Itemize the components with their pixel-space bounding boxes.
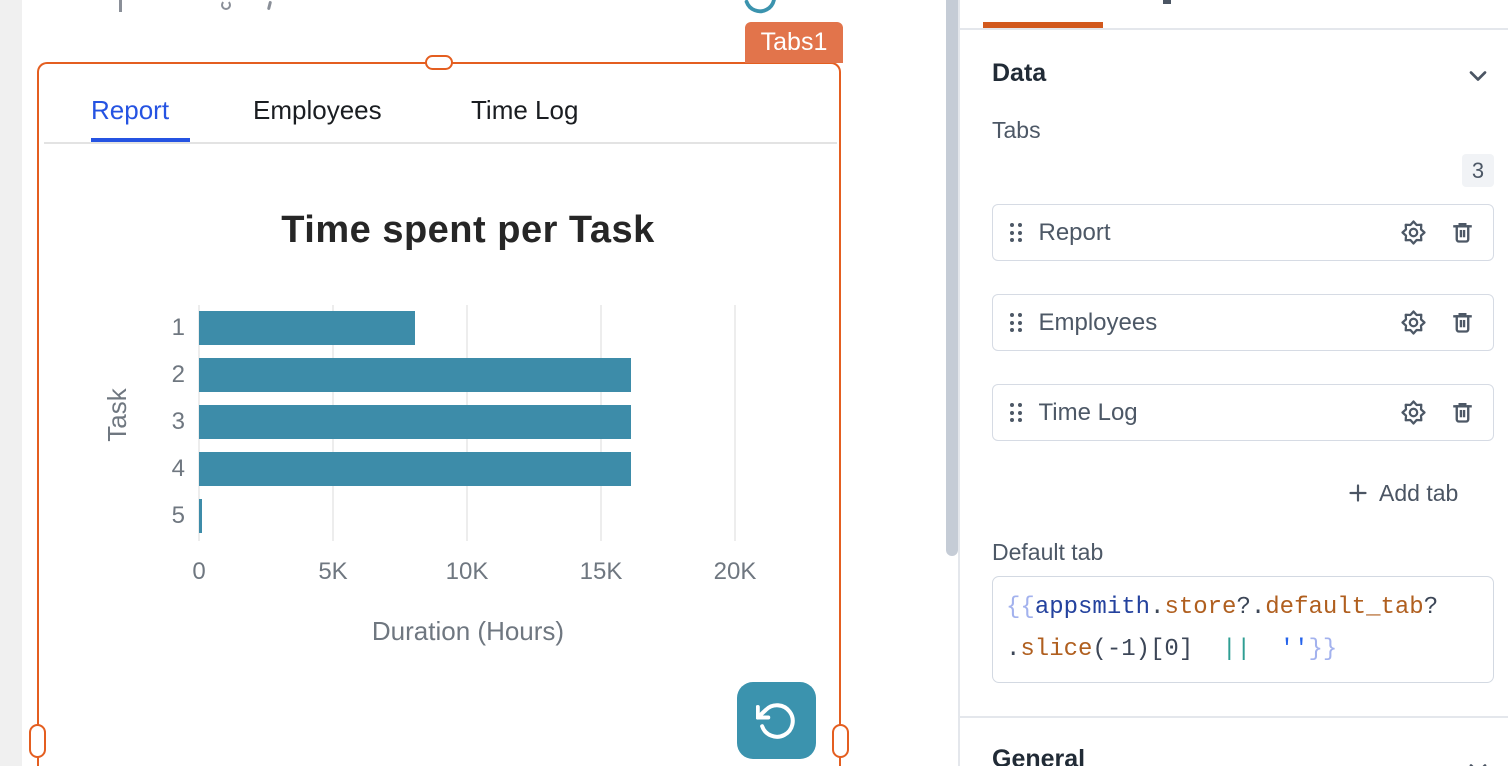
refresh-icon[interactable] [741, 0, 779, 16]
chart-y-tick-label: 2 [171, 361, 185, 388]
pane-left-border [958, 0, 960, 766]
pane-scrollbar-thumb[interactable] [946, 0, 958, 556]
chart-x-tick-label: 0 [192, 558, 206, 585]
section-header-data: Data [992, 59, 1047, 87]
tab-item-label: Report [1038, 218, 1111, 246]
chart-y-tick-label: 5 [171, 502, 185, 529]
clipped-text-fragment [1163, 0, 1171, 4]
trash-icon[interactable] [1449, 309, 1476, 336]
widget-tab-report[interactable]: Report [91, 95, 170, 125]
tabs-count-badge: 3 [1462, 154, 1494, 187]
resize-handle-right[interactable] [832, 724, 849, 758]
pane-divider [959, 716, 1508, 718]
widget-tab-time-log[interactable]: Time Log [471, 95, 579, 125]
chart-refresh-button[interactable] [737, 682, 816, 759]
chart-x-tick-label: 5K [318, 558, 348, 585]
drag-handle-icon[interactable] [1010, 313, 1022, 332]
settings-gear-icon[interactable] [1400, 399, 1427, 426]
chevron-down-icon[interactable] [1464, 62, 1492, 90]
tab-item-label: Time Log [1038, 398, 1138, 426]
code-token: || [1222, 636, 1251, 663]
default-tab-field-label: Default tab [992, 539, 1104, 565]
widget-name-label: Tabs1 [760, 28, 828, 56]
code-token [1193, 636, 1222, 663]
settings-gear-icon[interactable] [1400, 309, 1427, 336]
chart-y-axis-label: Task [102, 388, 132, 442]
chart-y-tick-label: 4 [171, 455, 185, 482]
chart-bar [199, 405, 632, 439]
chart-x-tick-label: 10K [445, 558, 489, 585]
resize-handle-left[interactable] [29, 724, 46, 758]
add-tab-label: Add tab [1379, 479, 1459, 506]
chart-y-tick-label: 3 [171, 408, 185, 435]
chart-bar [199, 358, 632, 392]
chart-y-tick-label: 1 [171, 314, 185, 341]
code-token: ? [1423, 594, 1439, 621]
resize-handle-top[interactable] [425, 55, 453, 70]
chart-bar [199, 311, 415, 345]
tab-list-item-report[interactable]: Report [992, 204, 1494, 261]
chart-x-tick-label: 15K [579, 558, 623, 585]
code-token: (-1)[0] [1092, 636, 1194, 663]
add-tab-button[interactable]: Add tab [1346, 477, 1458, 509]
trash-icon[interactable] [1449, 399, 1476, 426]
code-token: . [1006, 636, 1021, 663]
code-token: ?. [1236, 594, 1266, 621]
trash-icon[interactable] [1449, 219, 1476, 246]
code-token: . [1150, 594, 1165, 621]
settings-gear-icon[interactable] [1400, 219, 1427, 246]
code-token: '' [1279, 636, 1309, 663]
code-token: slice [1020, 636, 1093, 663]
canvas-left-gutter [0, 0, 22, 766]
refresh-icon [755, 700, 798, 742]
plus-icon [1346, 481, 1370, 505]
chart-bar [199, 452, 632, 486]
chart-x-tick-label: 20K [713, 558, 757, 585]
clipped-text-fragment [221, 0, 231, 10]
chart-bar [199, 499, 202, 533]
drag-handle-icon[interactable] [1010, 223, 1022, 242]
pane-active-tab-underline[interactable] [983, 22, 1103, 28]
chart-title: Time spent per Task [281, 209, 655, 251]
tab-list-item-time-log[interactable]: Time Log [992, 384, 1494, 441]
tabbar-divider [44, 142, 837, 144]
chart-gridline [734, 305, 736, 541]
tab-item-label: Employees [1038, 308, 1158, 336]
widget-name-badge: Tabs1 [745, 22, 843, 63]
tabs-field-label: Tabs [992, 117, 1041, 143]
tab-list-item-employees[interactable]: Employees [992, 294, 1494, 351]
chevron-down-icon[interactable] [1464, 755, 1492, 766]
code-token: {{ [1006, 594, 1035, 621]
pane-divider [959, 28, 1508, 30]
code-token [1251, 636, 1280, 663]
code-token: store [1164, 594, 1237, 621]
section-header-general: General [992, 745, 1086, 766]
code-token: default_tab [1265, 594, 1424, 621]
code-line: .slice(-1)[0] || ''}} [1006, 629, 1480, 671]
code-line: {{appsmith.store?.default_tab? [1006, 587, 1480, 629]
code-token: }} [1308, 636, 1338, 663]
code-token: appsmith [1034, 594, 1151, 621]
clipped-text-fragment [266, 0, 273, 11]
drag-handle-icon[interactable] [1010, 403, 1022, 422]
clipped-text-fragment [119, 0, 122, 12]
widget-tab-employees[interactable]: Employees [253, 95, 382, 125]
active-tab-underline [91, 138, 190, 143]
chart-x-axis-label: Duration (Hours) [371, 616, 565, 646]
default-tab-code-input[interactable]: {{appsmith.store?.default_tab? .slice(-1)… [992, 576, 1494, 683]
